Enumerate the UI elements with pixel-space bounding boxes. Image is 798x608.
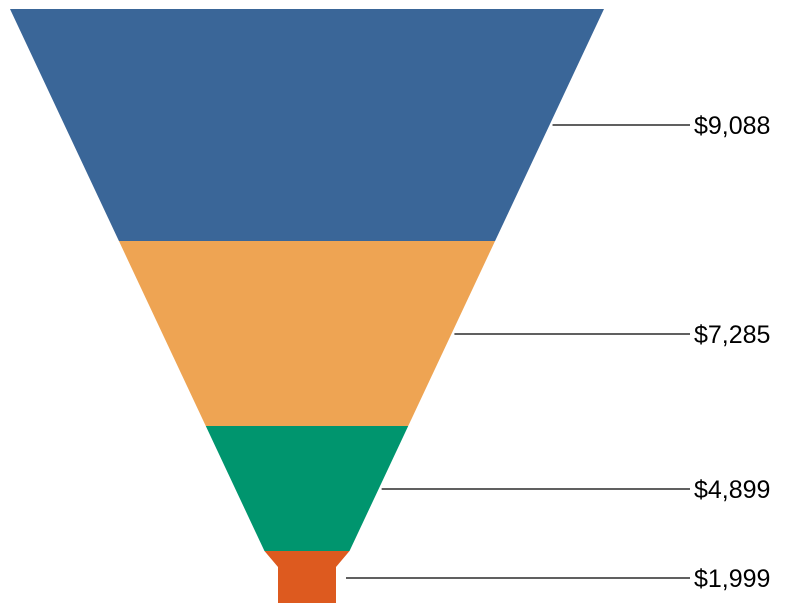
value-label-2: $7,285 xyxy=(694,321,770,349)
value-label-3: $4,899 xyxy=(694,476,770,504)
funnel-segment-1 xyxy=(10,9,604,241)
funnel-segment-4 xyxy=(264,551,350,603)
funnel-leader-lines xyxy=(346,124,690,579)
funnel-value-labels: $9,088 $7,285 $4,899 $1,999 xyxy=(694,112,770,593)
value-label-4: $1,999 xyxy=(694,565,770,593)
value-label-1: $9,088 xyxy=(694,112,770,140)
funnel-segment-2 xyxy=(118,241,496,426)
funnel-segments xyxy=(10,9,604,603)
funnel-segment-3 xyxy=(205,426,409,551)
